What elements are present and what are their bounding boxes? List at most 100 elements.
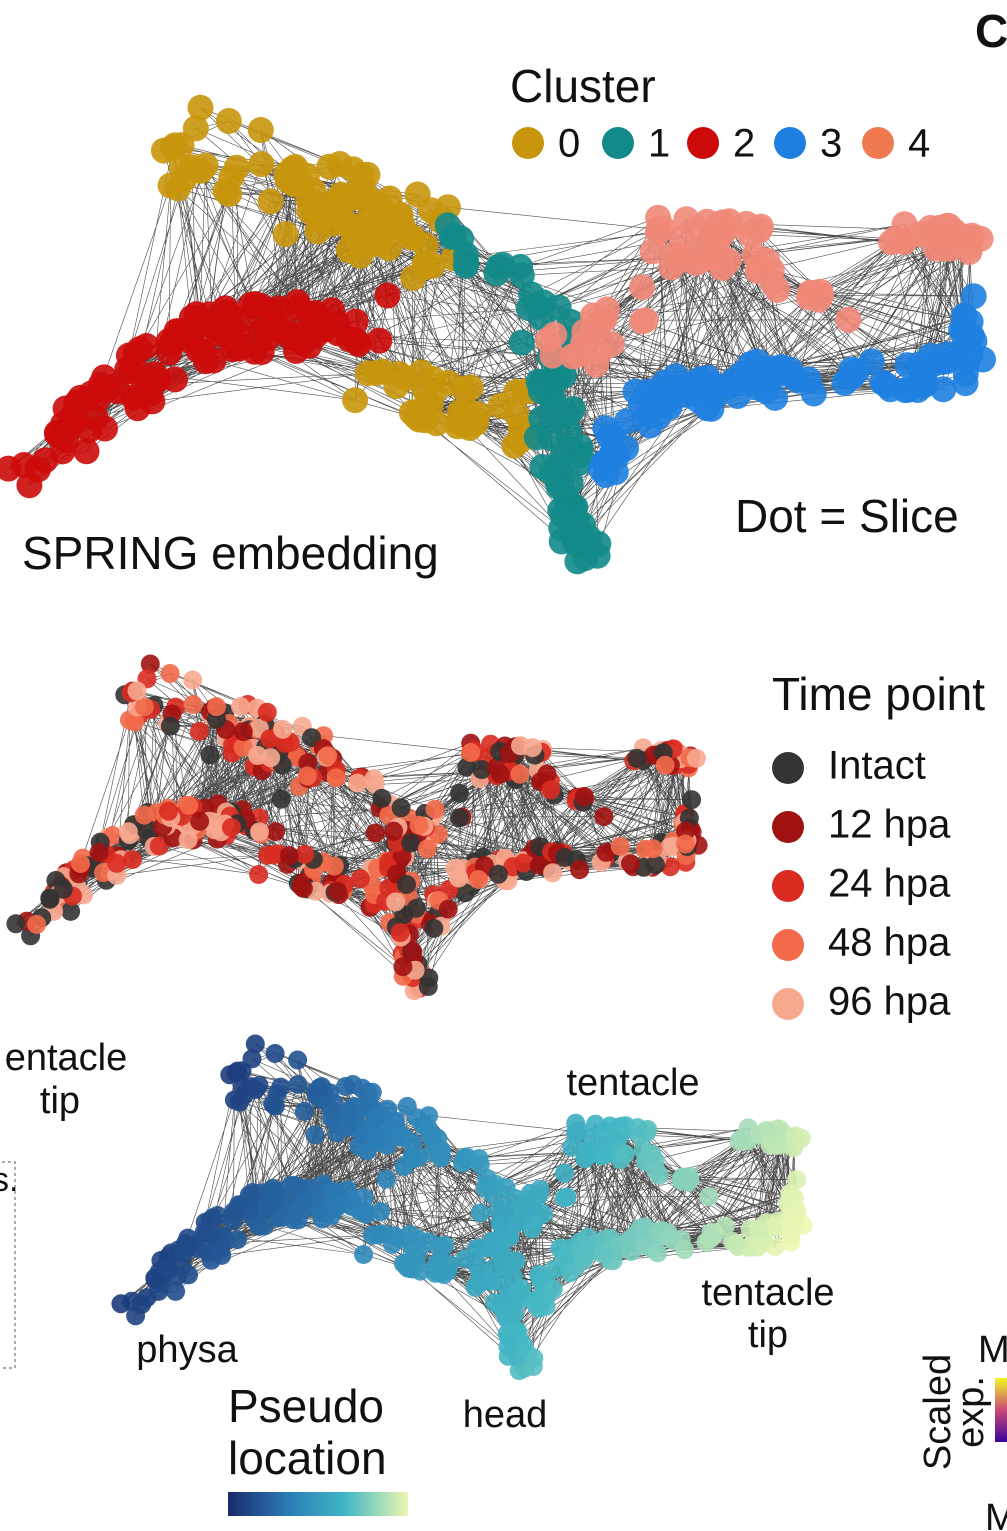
- legend-dot: [772, 929, 804, 961]
- legend-title: exp.: [950, 1376, 992, 1448]
- node: [241, 338, 268, 365]
- node: [134, 805, 154, 825]
- embedding-panel: [6, 654, 708, 1001]
- node: [779, 363, 806, 390]
- legend-dot: [772, 811, 804, 843]
- node: [450, 808, 469, 828]
- edges: [15, 663, 699, 991]
- node: [265, 1096, 285, 1116]
- node: [656, 394, 683, 421]
- node: [378, 1099, 398, 1119]
- node: [145, 1268, 165, 1288]
- node: [858, 348, 885, 375]
- node: [490, 764, 510, 784]
- legend-dot: [772, 752, 804, 784]
- node: [271, 789, 291, 809]
- node: [720, 371, 747, 398]
- node: [960, 283, 987, 310]
- node: [354, 1245, 374, 1264]
- box-text: s.: [0, 1161, 18, 1199]
- node: [279, 846, 299, 866]
- legend-title: location: [228, 1432, 387, 1484]
- node: [495, 1303, 515, 1323]
- time-legend: Intact 12 hpa 24 hpa 48 hpa 96 hpa: [772, 744, 951, 1024]
- node: [27, 914, 47, 934]
- node: [675, 1240, 695, 1260]
- node: [239, 1077, 259, 1097]
- node: [297, 766, 317, 786]
- node: [553, 401, 580, 427]
- legend-label: 48 hpa: [828, 921, 951, 965]
- node: [508, 329, 535, 356]
- node: [230, 1092, 250, 1112]
- node: [518, 281, 545, 308]
- node: [453, 1153, 472, 1173]
- node: [628, 1118, 647, 1138]
- node: [715, 247, 742, 274]
- node: [248, 151, 275, 178]
- node: [384, 1226, 404, 1246]
- node: [645, 217, 672, 244]
- node: [6, 914, 26, 934]
- node: [457, 757, 477, 777]
- node: [293, 878, 313, 898]
- node: [61, 901, 81, 921]
- node: [787, 1170, 807, 1190]
- node: [376, 185, 403, 212]
- embeddings: [0, 94, 996, 1381]
- node: [338, 1102, 358, 1122]
- node: [303, 321, 330, 348]
- node: [384, 821, 404, 841]
- node: [487, 392, 514, 419]
- node: [687, 247, 714, 274]
- node: [183, 670, 203, 690]
- node: [318, 746, 338, 766]
- node: [257, 702, 277, 722]
- node: [0, 455, 22, 482]
- node: [537, 425, 564, 452]
- node: [470, 1203, 490, 1223]
- node: [679, 1167, 699, 1186]
- region-label: tip: [40, 1080, 80, 1122]
- node: [566, 1123, 586, 1142]
- node: [726, 1234, 745, 1254]
- node: [594, 296, 621, 323]
- panel-letter: C: [975, 5, 1007, 57]
- node: [535, 327, 561, 353]
- node: [743, 374, 770, 401]
- node: [390, 923, 410, 943]
- node: [570, 860, 590, 880]
- node: [376, 1169, 396, 1189]
- node: [232, 1061, 252, 1081]
- node: [699, 1187, 719, 1207]
- node: [922, 235, 949, 262]
- node: [715, 1216, 735, 1236]
- legend-dot: [687, 127, 719, 159]
- node: [594, 807, 614, 827]
- node: [629, 308, 656, 335]
- node: [228, 1230, 247, 1250]
- node: [791, 1128, 811, 1148]
- node: [343, 327, 370, 354]
- node: [529, 1298, 549, 1318]
- node: [284, 1175, 304, 1195]
- node: [469, 1149, 489, 1169]
- node: [160, 716, 180, 736]
- legend-dot: [774, 127, 806, 159]
- node: [288, 1075, 308, 1094]
- node: [762, 384, 789, 411]
- node: [359, 224, 386, 251]
- legend-label: 3: [820, 122, 842, 166]
- node: [328, 881, 348, 901]
- region-label: tentacle: [566, 1062, 699, 1104]
- node: [295, 1191, 315, 1211]
- node: [559, 343, 586, 370]
- cluster-legend: 0 1 2 3 4: [512, 122, 930, 166]
- node: [449, 868, 469, 888]
- node: [216, 181, 243, 207]
- node: [350, 869, 370, 889]
- node: [595, 1144, 615, 1164]
- node: [178, 304, 205, 331]
- node: [732, 1128, 752, 1148]
